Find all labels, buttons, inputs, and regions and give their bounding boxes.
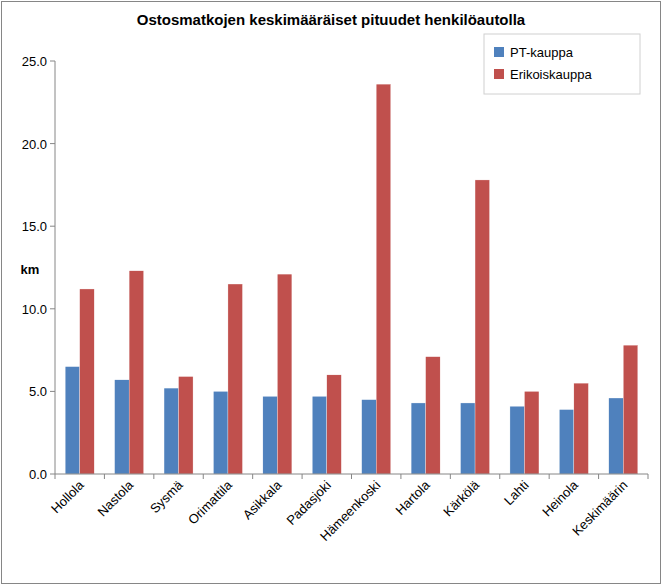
y-axis <box>55 61 56 474</box>
x-tick-label: Asikkala <box>240 477 285 522</box>
y-tick-label: 15.0 <box>22 219 47 234</box>
legend-box <box>484 34 640 94</box>
chart-frame <box>2 2 661 584</box>
y-tick-label: 0.0 <box>29 467 47 482</box>
x-tick <box>400 474 401 479</box>
legend-label: PT-kauppa <box>510 45 574 60</box>
x-tick <box>549 474 550 479</box>
bar <box>475 180 490 474</box>
bar <box>426 357 441 474</box>
y-tick <box>50 308 55 309</box>
x-tick <box>153 474 154 479</box>
x-tick-label: Hollola <box>48 477 87 516</box>
legend-swatch <box>494 47 504 57</box>
y-tick-label: 10.0 <box>22 302 47 317</box>
bar <box>524 391 539 474</box>
x-tick-label: Lahti <box>501 477 532 508</box>
bar <box>327 375 342 474</box>
bars <box>65 84 638 474</box>
bar <box>510 406 525 474</box>
x-tick-label: Keskimäärin <box>569 478 630 539</box>
legend-label: Erikoiskauppa <box>510 67 592 82</box>
bar <box>129 271 144 474</box>
x-tick-label: Nastola <box>94 477 136 519</box>
y-tick-label: 5.0 <box>29 384 47 399</box>
x-tick-label: Hartola <box>392 477 433 518</box>
bar <box>559 410 574 474</box>
x-tick-label: Hämeenkoski <box>317 477 383 543</box>
legend-swatch <box>494 69 504 79</box>
x-tick <box>55 474 56 479</box>
x-tick <box>648 474 649 479</box>
y-tick <box>50 226 55 227</box>
y-tick <box>50 474 55 475</box>
bar <box>164 388 179 474</box>
x-tick <box>252 474 253 479</box>
x-tick-label: Sysmä <box>147 477 186 516</box>
x-tick <box>450 474 451 479</box>
x-tick <box>351 474 352 479</box>
bar <box>80 289 95 474</box>
x-tick-label: Kärkölä <box>440 477 482 519</box>
x-tick-label: Orimattila <box>185 477 235 527</box>
x-tick <box>598 474 599 479</box>
y-tick-label: 20.0 <box>22 137 47 152</box>
bar <box>277 274 292 474</box>
bar <box>623 345 638 474</box>
x-tick-label: Heinola <box>539 477 581 519</box>
chart: Ostosmatkojen keskimääräiset pituudet he… <box>0 0 662 585</box>
x-tick <box>302 474 303 479</box>
title: Ostosmatkojen keskimääräiset pituudet he… <box>137 11 526 28</box>
bar <box>312 396 327 474</box>
x-tick-label: Padasjoki <box>283 477 334 528</box>
bar <box>609 398 624 474</box>
bar <box>263 396 278 474</box>
bar <box>179 377 194 474</box>
x-tick <box>499 474 500 479</box>
y-tick <box>50 61 55 62</box>
bar <box>376 84 391 474</box>
y-tick <box>50 143 55 144</box>
bar <box>228 284 243 474</box>
y-axis-label: km <box>21 262 40 277</box>
bar <box>65 367 80 474</box>
y-tick <box>50 391 55 392</box>
bar <box>411 403 426 474</box>
bar <box>574 383 589 474</box>
y-tick-label: 25.0 <box>22 54 47 69</box>
bar <box>461 403 476 474</box>
bar <box>213 391 228 474</box>
bar <box>362 400 377 474</box>
x-tick <box>104 474 105 479</box>
bar <box>115 380 130 474</box>
x-tick <box>203 474 204 479</box>
